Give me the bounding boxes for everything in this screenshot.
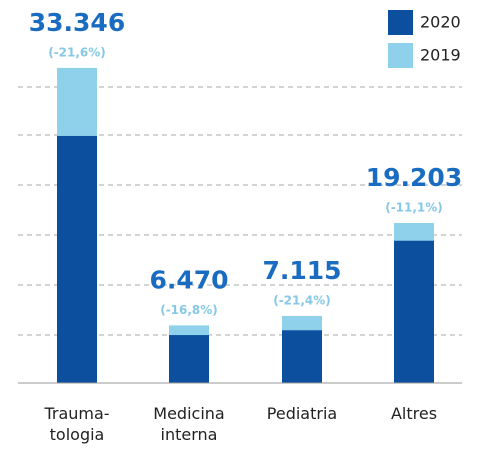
bar xyxy=(282,330,322,383)
value-label: 19.203 xyxy=(366,163,462,192)
change-label: (-21,6%) xyxy=(48,45,106,59)
bar xyxy=(169,335,209,383)
change-label: (-21,4%) xyxy=(273,293,331,307)
value-label: 33.346 xyxy=(29,8,125,37)
legend-label: 2019 xyxy=(420,46,461,65)
value-label: 6.470 xyxy=(149,265,228,294)
bar xyxy=(57,135,97,383)
x-tick-label: Altres xyxy=(390,404,438,423)
x-tick-label: Medicina interna xyxy=(153,404,225,444)
change-label: (-11,1%) xyxy=(385,200,443,214)
change-label: (-16,8%) xyxy=(160,303,218,317)
legend-swatch xyxy=(388,43,413,68)
x-tick-label: Pediatria xyxy=(266,404,338,423)
legend-swatch xyxy=(388,10,413,35)
x-tick-label: Trauma- tologia xyxy=(44,404,110,444)
bar xyxy=(394,240,434,383)
value-label: 7.115 xyxy=(262,256,341,285)
legend-label: 2020 xyxy=(420,13,461,32)
